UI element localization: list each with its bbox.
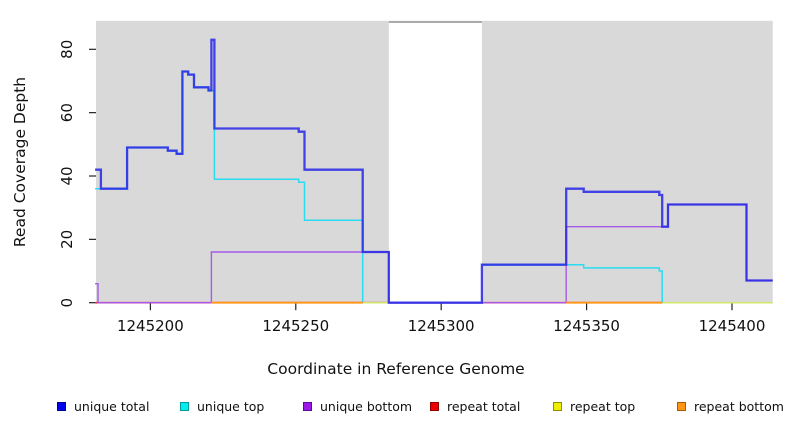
legend-item-repeat-total: repeat total bbox=[430, 398, 521, 414]
repeat-top-swatch-icon bbox=[553, 401, 562, 411]
y-axis-tick-label: 20 bbox=[58, 230, 76, 249]
legend-label-repeat-total: repeat total bbox=[447, 398, 521, 414]
repeat-total-swatch-icon bbox=[430, 401, 439, 411]
legend-label-unique-bottom: unique bottom bbox=[320, 398, 413, 414]
x-axis-tick-label: 1245250 bbox=[262, 317, 329, 335]
y-axis-tick-label: 60 bbox=[58, 103, 76, 122]
series-line-unique-total bbox=[95, 38, 773, 304]
legend-item-repeat-bottom: repeat bottom bbox=[677, 398, 784, 414]
legend-label-unique-total: unique total bbox=[74, 398, 150, 414]
y-axis-title: Read Coverage Depth bbox=[11, 76, 29, 248]
x-axis-tick-label: 1245400 bbox=[699, 317, 766, 335]
no-data-gap bbox=[388, 23, 482, 304]
x-axis-tick-label: 1245350 bbox=[553, 317, 620, 335]
legend-item-repeat-top: repeat top bbox=[553, 398, 636, 414]
y-axis-tick-label: 0 bbox=[58, 298, 76, 308]
legend: unique total unique top unique bottom repea… bbox=[0, 399, 792, 415]
legend-item-unique-total: unique total bbox=[57, 398, 150, 414]
legend-label-unique-top: unique top bbox=[197, 398, 265, 414]
y-axis-tick-label: 80 bbox=[58, 40, 76, 59]
legend-label-repeat-top: repeat top bbox=[570, 398, 636, 414]
legend-item-unique-top: unique top bbox=[180, 398, 265, 414]
y-axis-tick-label: 40 bbox=[58, 166, 76, 185]
x-axis-tick-label: 1245300 bbox=[408, 317, 475, 335]
repeat-bottom-swatch-icon bbox=[677, 401, 686, 411]
legend-label-repeat-bottom: repeat bottom bbox=[694, 398, 784, 414]
x-axis-tick-label: 1245200 bbox=[117, 317, 184, 335]
x-axis-title: Coordinate in Reference Genome bbox=[267, 360, 525, 378]
unique-total-swatch-icon bbox=[57, 401, 66, 411]
unique-bottom-swatch-icon bbox=[303, 401, 312, 411]
legend-item-unique-bottom: unique bottom bbox=[303, 398, 413, 414]
plot-canvas: 1245200 1245250 1245300 1245350 1245400 0 20 40… bbox=[58, 20, 773, 335]
unique-top-swatch-icon bbox=[180, 401, 189, 411]
series-line-unique-top bbox=[481, 263, 773, 304]
